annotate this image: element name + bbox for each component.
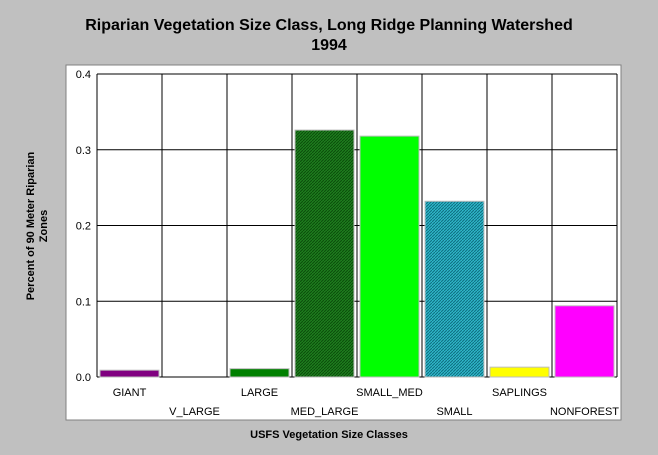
x-category-label: SMALL bbox=[436, 406, 472, 418]
chart-title: Riparian Vegetation Size Class, Long Rid… bbox=[85, 17, 573, 34]
x-category-label: MED_LARGE bbox=[291, 406, 359, 418]
y-tick-label: 0.0 bbox=[76, 372, 91, 384]
bar-small-med bbox=[359, 135, 420, 378]
x-category-label: SAPLINGS bbox=[492, 387, 547, 399]
x-category-label: GIANT bbox=[113, 387, 147, 399]
y-tick-label: 0.1 bbox=[76, 296, 91, 308]
y-axis-title: Percent of 90 Meter RiparianZones bbox=[25, 151, 50, 300]
y-axis-title-line: Zones bbox=[38, 210, 50, 242]
category-labels: GIANT V_LARGE LARGE MED_LARGE SMALL_MED SMALL… bbox=[113, 387, 620, 418]
bar-large bbox=[229, 368, 290, 378]
bars bbox=[99, 129, 615, 378]
bar-saplings bbox=[489, 366, 550, 378]
chart-subtitle: 1994 bbox=[311, 37, 347, 54]
y-tick-labels: 0.0 0.1 0.2 0.3 0.4 bbox=[76, 69, 91, 384]
x-category-label: LARGE bbox=[241, 387, 278, 399]
x-axis-title: USFS Vegetation Size Classes bbox=[250, 429, 408, 441]
x-category-label: NONFOREST bbox=[550, 406, 619, 418]
bar-med-large bbox=[294, 129, 355, 378]
y-tick-label: 0.2 bbox=[76, 221, 91, 233]
y-tick-label: 0.3 bbox=[76, 145, 91, 157]
x-category-label: V_LARGE bbox=[169, 406, 220, 418]
bar-nonforest bbox=[554, 305, 615, 378]
x-category-label: SMALL_MED bbox=[356, 387, 423, 399]
bar-giant bbox=[99, 369, 160, 378]
bar-small bbox=[424, 200, 485, 378]
y-tick-label: 0.4 bbox=[76, 69, 91, 81]
y-axis-title-line: Percent of 90 Meter Riparian bbox=[25, 151, 37, 300]
